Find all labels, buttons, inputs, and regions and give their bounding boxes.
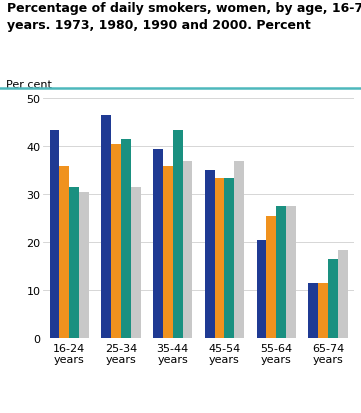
Bar bbox=[234, 161, 244, 339]
Bar bbox=[205, 171, 214, 339]
Bar bbox=[328, 260, 338, 339]
Bar bbox=[266, 216, 276, 339]
Bar bbox=[276, 207, 286, 339]
Bar bbox=[49, 130, 59, 339]
Bar bbox=[153, 150, 163, 339]
Bar bbox=[183, 161, 192, 339]
Bar bbox=[121, 140, 131, 339]
Bar bbox=[214, 178, 225, 339]
Bar bbox=[111, 145, 121, 339]
Bar bbox=[79, 192, 89, 339]
Bar bbox=[257, 240, 266, 339]
Legend: 1973, 1980, 1990, 2000: 1973, 1980, 1990, 2000 bbox=[69, 412, 328, 413]
Text: years. 1973, 1980, 1990 and 2000. Percent: years. 1973, 1980, 1990 and 2000. Percen… bbox=[7, 19, 311, 31]
Text: Per cent: Per cent bbox=[6, 80, 52, 90]
Bar bbox=[225, 178, 234, 339]
Bar bbox=[59, 166, 69, 339]
Bar bbox=[101, 116, 111, 339]
Text: Percentage of daily smokers, women, by age, 16-74: Percentage of daily smokers, women, by a… bbox=[7, 2, 361, 15]
Bar bbox=[308, 284, 318, 339]
Bar bbox=[286, 207, 296, 339]
Bar bbox=[338, 250, 348, 339]
Bar bbox=[163, 166, 173, 339]
Bar bbox=[131, 188, 140, 339]
Bar bbox=[318, 284, 328, 339]
Bar bbox=[173, 130, 183, 339]
Bar bbox=[69, 188, 79, 339]
